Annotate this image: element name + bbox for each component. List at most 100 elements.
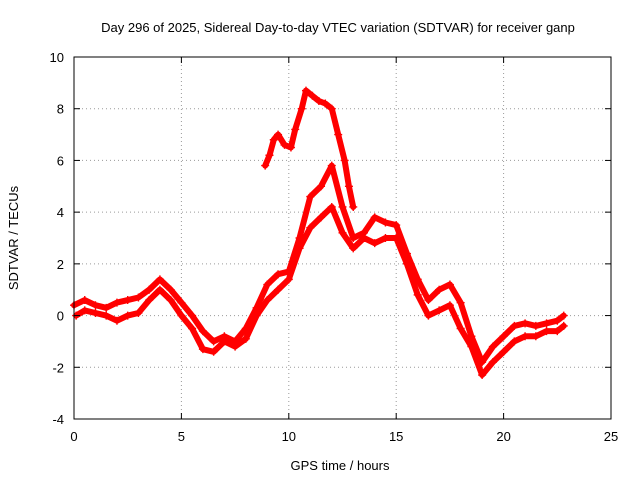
data-point <box>188 324 197 333</box>
data-point <box>317 182 326 191</box>
x-axis-label: GPS time / hours <box>291 458 390 473</box>
data-point <box>112 298 121 307</box>
data-point <box>456 298 465 307</box>
plot-area <box>70 86 568 380</box>
data-point <box>134 293 143 302</box>
data-point <box>177 311 186 320</box>
data-point <box>301 86 310 95</box>
data-point <box>209 337 218 346</box>
data-point <box>155 275 164 284</box>
data-point <box>344 182 353 191</box>
data-point <box>338 202 347 211</box>
x-tick-label: 20 <box>496 429 510 444</box>
data-point <box>306 192 315 201</box>
data-point <box>488 342 497 351</box>
y-tick-label: 4 <box>57 205 64 220</box>
data-point <box>381 218 390 227</box>
y-tick-label: 10 <box>50 50 64 65</box>
y-tick-label: 2 <box>57 257 64 272</box>
data-point <box>284 275 293 284</box>
data-point <box>553 327 562 336</box>
data-point <box>370 213 379 222</box>
data-point <box>198 345 207 354</box>
data-point <box>349 234 358 242</box>
data-point <box>265 151 274 160</box>
data-point <box>252 311 261 320</box>
data-point <box>327 202 336 211</box>
y-tick-label: 8 <box>57 102 64 117</box>
data-point <box>392 234 401 242</box>
data-point <box>291 125 300 134</box>
x-tick-label: 15 <box>389 429 403 444</box>
data-point <box>499 347 508 356</box>
data-point <box>510 337 519 346</box>
y-tick-label: 0 <box>57 309 64 324</box>
data-point <box>327 104 336 113</box>
data-point <box>510 321 519 330</box>
data-point <box>102 311 111 320</box>
data-point <box>531 321 540 330</box>
data-point <box>340 156 349 165</box>
y-tick-label: 6 <box>57 153 64 168</box>
x-tick-label: 10 <box>282 429 296 444</box>
data-point <box>80 296 89 305</box>
data-point <box>145 285 154 294</box>
data-point <box>521 332 530 341</box>
y-tick-label: -4 <box>52 412 64 427</box>
data-point <box>166 296 175 305</box>
data-point <box>231 342 240 351</box>
data-point <box>478 371 487 380</box>
data-point <box>402 259 411 268</box>
data-point <box>80 306 89 315</box>
data-point <box>542 327 551 336</box>
data-point <box>559 321 568 330</box>
data-point <box>542 319 551 328</box>
data-point <box>467 342 476 351</box>
series-track-1 <box>70 161 568 367</box>
data-point <box>435 285 444 294</box>
y-tick-label: -2 <box>52 360 64 375</box>
data-point <box>263 280 272 289</box>
data-point <box>308 91 317 100</box>
data-point <box>145 296 154 305</box>
data-point <box>317 213 326 222</box>
data-point <box>435 306 444 315</box>
data-point <box>155 285 164 294</box>
data-point <box>188 311 197 320</box>
x-tick-label: 5 <box>178 429 185 444</box>
data-point <box>370 239 379 248</box>
data-point <box>274 130 283 139</box>
series-track-3 <box>261 86 358 211</box>
data-point <box>445 301 454 310</box>
data-point <box>166 285 175 294</box>
data-point <box>349 244 358 253</box>
data-point <box>177 298 186 307</box>
data-point <box>286 143 295 152</box>
data-point <box>553 316 562 325</box>
data-point <box>91 308 100 317</box>
data-point <box>123 296 132 305</box>
data-point <box>241 334 250 343</box>
data-point <box>198 327 207 336</box>
x-tick-label: 0 <box>70 429 77 444</box>
data-point <box>295 244 304 253</box>
data-point <box>123 311 132 320</box>
data-point <box>274 285 283 294</box>
data-point <box>112 316 121 325</box>
data-point <box>488 358 497 367</box>
data-point <box>306 223 315 232</box>
chart-title: Day 296 of 2025, Sidereal Day-to-day VTE… <box>101 20 575 35</box>
data-point <box>220 337 229 346</box>
data-point <box>521 319 530 328</box>
data-point <box>424 311 433 320</box>
series-track-2 <box>72 202 568 380</box>
data-point <box>338 228 347 237</box>
data-point <box>274 270 283 279</box>
data-point <box>134 308 143 317</box>
data-point <box>297 104 306 113</box>
data-point <box>209 347 218 356</box>
data-point <box>269 135 278 144</box>
data-point <box>392 221 401 230</box>
